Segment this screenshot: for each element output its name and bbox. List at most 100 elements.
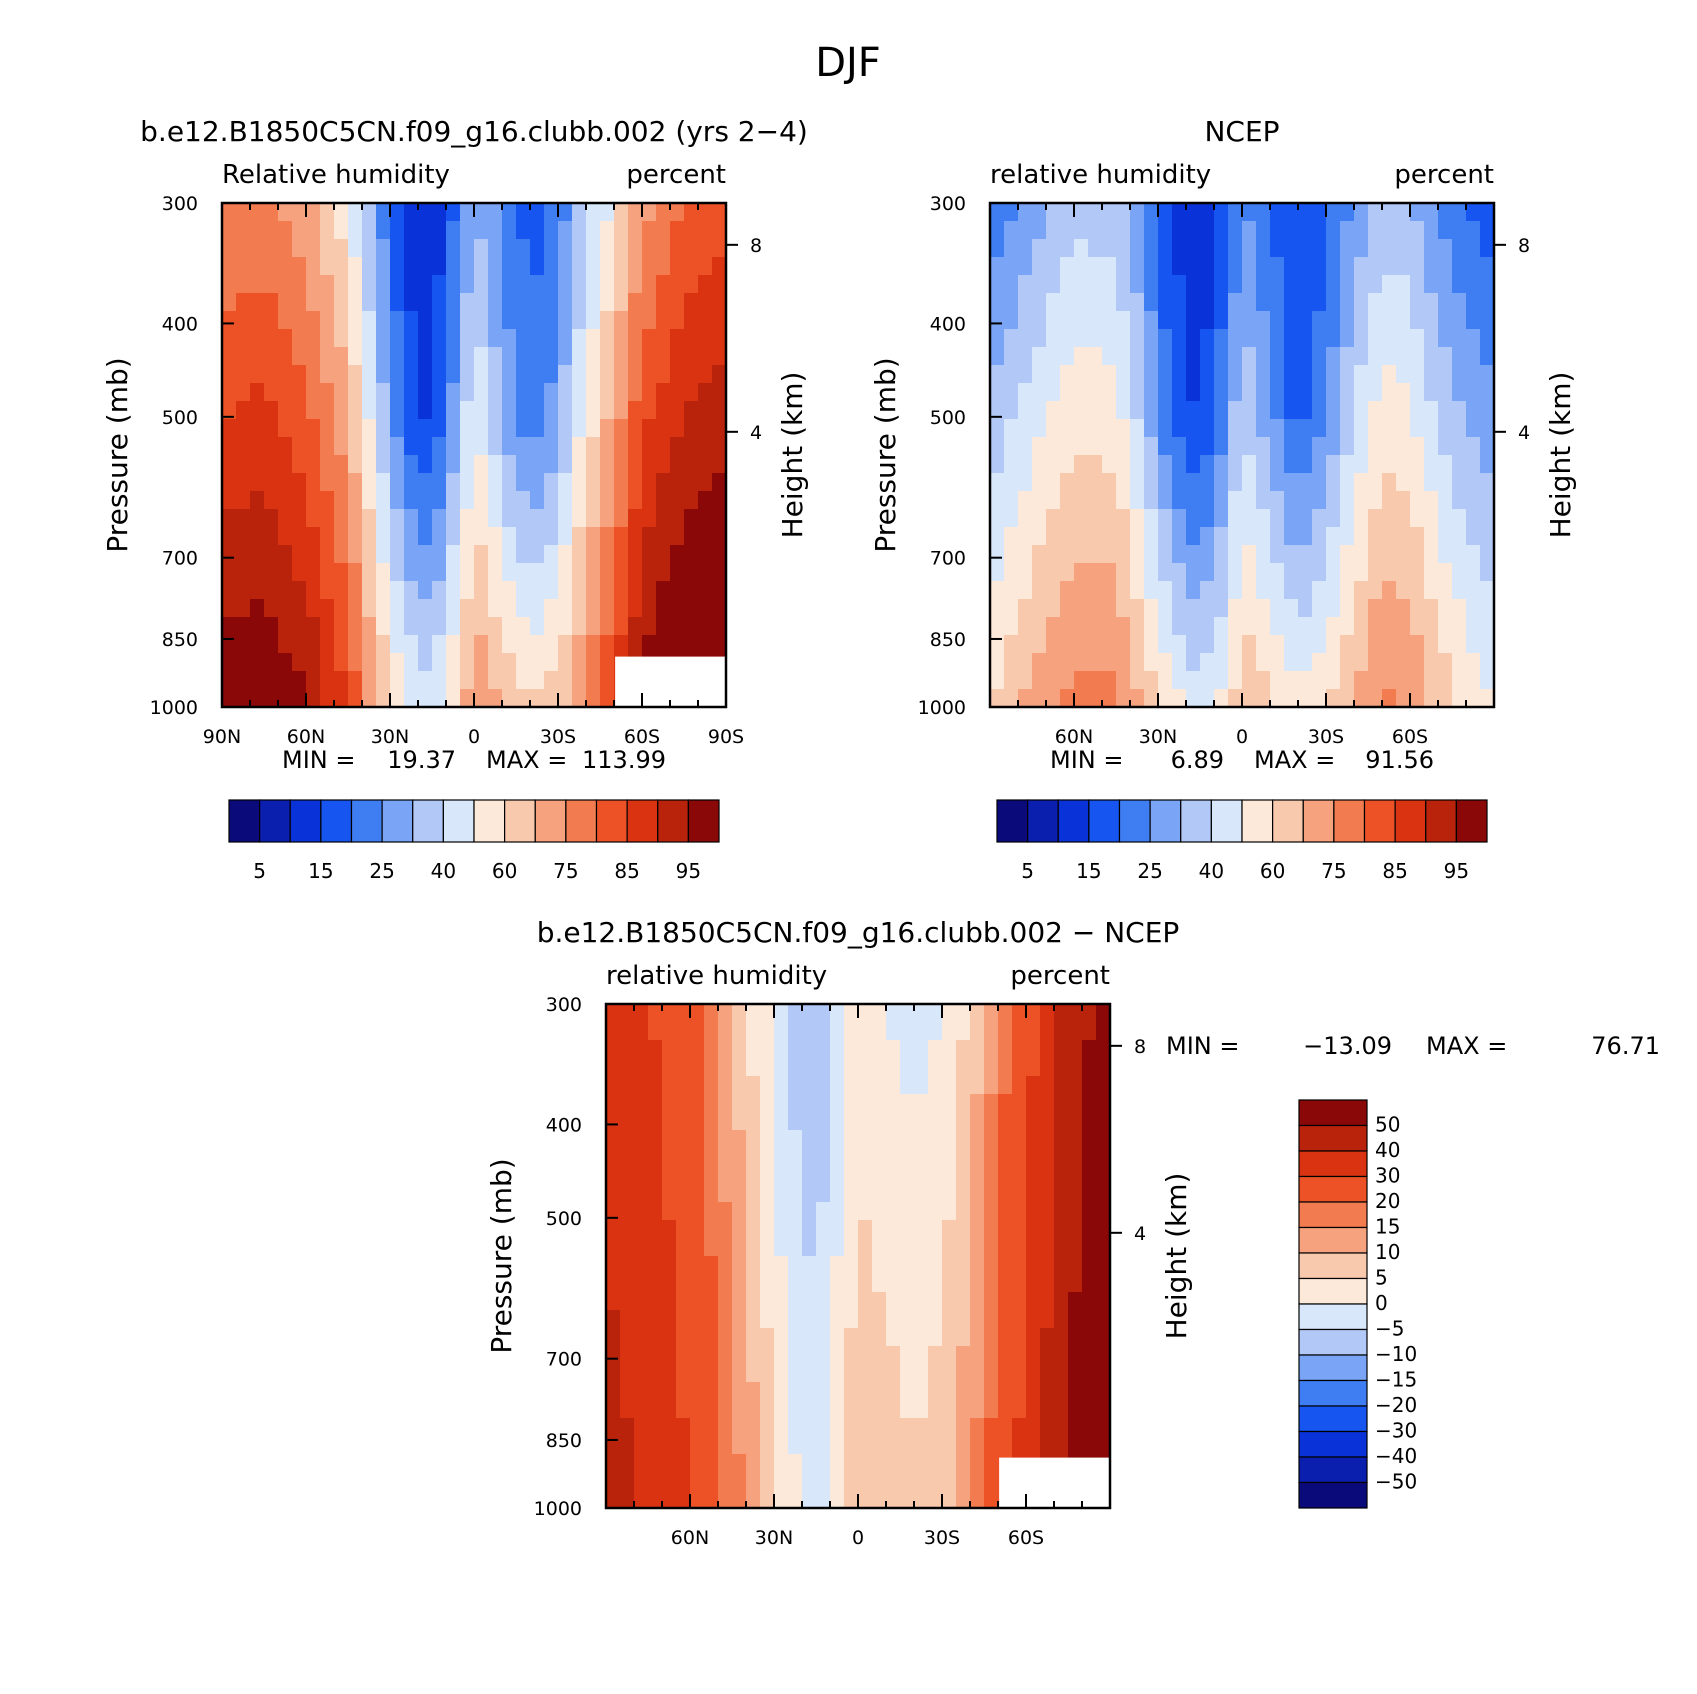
contour-cell [362, 221, 377, 240]
contour-cell [432, 599, 447, 618]
contour-cell [990, 635, 1005, 654]
contour-cell [236, 527, 251, 546]
contour-cell [488, 599, 503, 618]
contour-cell [1026, 1076, 1041, 1095]
contour-cell [990, 455, 1005, 474]
contour-cell [1144, 383, 1159, 402]
contour-cell [718, 1148, 733, 1167]
contour-cell [760, 1112, 775, 1131]
contour-cell [1068, 1022, 1083, 1041]
contour-cell [956, 1004, 971, 1023]
contour-cell [1040, 1418, 1055, 1437]
contour-cell [956, 1256, 971, 1275]
contour-cell [1026, 1436, 1041, 1455]
contour-cell [418, 617, 433, 636]
contour-cell [990, 617, 1005, 636]
colorbar-swatch [289, 799, 322, 843]
contour-cell [292, 599, 307, 618]
contour-cell [886, 1058, 901, 1077]
contour-cell [530, 383, 545, 402]
contour-cell [1172, 617, 1187, 636]
contour-cell [628, 401, 643, 420]
contour-cell [558, 203, 573, 222]
contour-cell [1004, 473, 1019, 492]
contour-cell [1040, 1166, 1055, 1185]
contour-cell [970, 1256, 985, 1275]
contour-cell [376, 383, 391, 402]
contour-cell [1074, 473, 1089, 492]
contour-cell [914, 1220, 929, 1239]
contour-cell [1144, 689, 1159, 708]
contour-cell [1452, 275, 1467, 294]
max-label: MAX = [1254, 746, 1335, 774]
contour-cell [998, 1076, 1013, 1095]
contour-cell [830, 1364, 845, 1383]
contour-cell [1284, 275, 1299, 294]
contour-cell [488, 329, 503, 348]
contour-cell [774, 1436, 789, 1455]
contour-cell [844, 1418, 859, 1437]
contour-cell [802, 1166, 817, 1185]
contour-cell [1214, 257, 1229, 276]
contour-cell [816, 1148, 831, 1167]
contour-cell [1004, 311, 1019, 330]
contour-cell [788, 1022, 803, 1041]
contour-cell [1200, 275, 1215, 294]
contour-cell [990, 347, 1005, 366]
contour-cell [998, 1220, 1013, 1239]
contour-cell [306, 419, 321, 438]
contour-cell [600, 203, 615, 222]
contour-cell [1228, 383, 1243, 402]
contour-cell [662, 1058, 677, 1077]
contour-cell [1144, 329, 1159, 348]
contour-cell [1312, 275, 1327, 294]
contour-cell [516, 329, 531, 348]
contour-cell [928, 1148, 943, 1167]
contour-cell [1032, 545, 1047, 564]
contour-cell [1004, 599, 1019, 618]
contour-cell [718, 1328, 733, 1347]
contour-cell [670, 329, 685, 348]
contour-cell [760, 1130, 775, 1149]
contour-cell [732, 1004, 747, 1023]
contour-cell [684, 455, 699, 474]
contour-cell [816, 1022, 831, 1041]
contour-cell [1102, 617, 1117, 636]
contour-cell [662, 1004, 677, 1023]
contour-cell [900, 1148, 915, 1167]
contour-cell [1410, 635, 1425, 654]
contour-cell [362, 419, 377, 438]
contour-cell [1242, 689, 1257, 708]
contour-cell [662, 1274, 677, 1293]
contour-cell [572, 275, 587, 294]
contour-cell [474, 653, 489, 672]
contour-cell [858, 1472, 873, 1491]
contour-cell [990, 257, 1005, 276]
contour-cell [460, 329, 475, 348]
contour-cell [1172, 545, 1187, 564]
contour-cell [446, 671, 461, 690]
contour-cell [1018, 311, 1033, 330]
contour-cell [704, 1328, 719, 1347]
contour-cell [1354, 419, 1369, 438]
contour-cell [222, 635, 237, 654]
contour-cell [1130, 221, 1145, 240]
contour-cell [1452, 257, 1467, 276]
contour-cell [606, 1292, 621, 1311]
contour-cell [1452, 221, 1467, 240]
contour-cell [1480, 383, 1495, 402]
y-tick-label: 400 [930, 313, 966, 335]
contour-cell [690, 1400, 705, 1419]
y-tick-label: 850 [546, 1430, 582, 1452]
contour-cell [872, 1310, 887, 1329]
contour-cell [830, 1346, 845, 1365]
contour-cell [1102, 347, 1117, 366]
contour-cell [642, 509, 657, 528]
contour-cell [802, 1148, 817, 1167]
contour-cell [460, 275, 475, 294]
contour-cell [1298, 365, 1313, 384]
contour-cell [1340, 239, 1355, 258]
contour-cell [606, 1112, 621, 1131]
contour-cell [1186, 293, 1201, 312]
contour-cell [970, 1022, 985, 1041]
